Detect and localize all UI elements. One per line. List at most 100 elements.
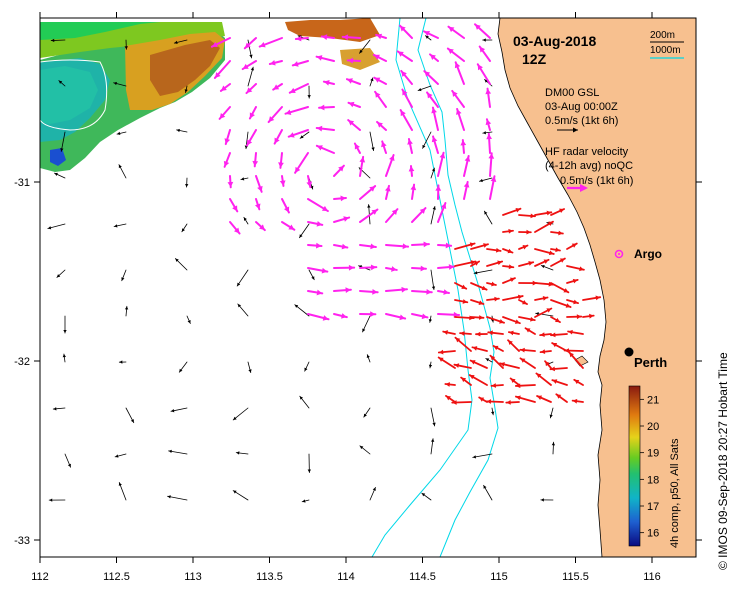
coastal-arrow xyxy=(582,295,602,301)
radar-arrow xyxy=(408,165,415,177)
coastal-arrow xyxy=(502,264,515,270)
radar-arrow xyxy=(381,140,387,154)
radar-arrow xyxy=(437,202,447,223)
coastal-arrow xyxy=(566,265,585,272)
radar-legend-scale: 0.5m/s (1kt 6h) xyxy=(560,175,633,187)
radar-arrow xyxy=(294,35,309,42)
model-arrow xyxy=(472,453,493,459)
radar-arrow xyxy=(287,129,309,138)
radar-arrow xyxy=(478,45,491,62)
radar-arrow xyxy=(431,106,439,131)
radar-arrow xyxy=(353,142,361,154)
coastal-arrow xyxy=(505,400,520,405)
coastal-arrow xyxy=(454,336,472,352)
model-arrow xyxy=(52,407,66,411)
model-arrow xyxy=(47,223,66,230)
radar-arrow xyxy=(488,152,495,177)
model-arrow xyxy=(304,361,310,372)
argo-marker xyxy=(614,249,624,259)
model-arrow xyxy=(430,167,436,179)
coastal-arrow xyxy=(534,258,550,267)
radar-arrow xyxy=(372,53,387,62)
radar-arrow xyxy=(306,175,313,189)
coastal-arrow xyxy=(454,282,468,290)
radar-arrow xyxy=(252,152,259,168)
radar-arrow xyxy=(218,106,231,120)
radar-arrow xyxy=(255,175,263,193)
radar-arrow xyxy=(307,242,323,249)
coastal-arrow xyxy=(568,351,584,369)
model-arrow xyxy=(362,315,371,333)
model-arrow xyxy=(247,39,253,59)
coastal-arrow xyxy=(486,296,500,302)
radar-arrow xyxy=(281,198,290,214)
coastal-arrow xyxy=(508,330,520,336)
y-tick-label: -32 xyxy=(14,356,30,368)
radar-arrow xyxy=(376,120,387,131)
x-tick-label: 115 xyxy=(490,571,508,583)
isobath-1000m xyxy=(371,18,473,557)
model-arrow xyxy=(118,360,127,364)
colorbar-tick-label: 21 xyxy=(647,394,659,406)
model-arrow xyxy=(235,451,249,455)
isobath-legend-1000m: 1000m xyxy=(650,45,681,56)
model-arrow xyxy=(299,395,310,409)
model-arrow xyxy=(237,303,249,317)
radar-arrow xyxy=(437,242,453,249)
radar-arrow xyxy=(272,83,283,91)
coastal-arrow xyxy=(454,242,476,250)
radar-arrow xyxy=(284,106,309,115)
y-tick-label: -31 xyxy=(14,177,30,189)
model-arrow xyxy=(359,445,371,455)
radar-arrow xyxy=(447,25,465,39)
radar-arrow xyxy=(385,286,408,293)
x-tick-label: 112.5 xyxy=(103,571,130,583)
model-arrow xyxy=(178,361,188,373)
coastal-arrow xyxy=(492,345,504,352)
coastal-arrow xyxy=(550,208,565,216)
coastal-arrow xyxy=(445,394,456,403)
coastal-arrow xyxy=(566,242,578,250)
model-arrow xyxy=(428,315,433,323)
model-arrow xyxy=(359,39,371,54)
colorbar-tick-label: 18 xyxy=(647,474,659,486)
radar-arrow xyxy=(400,69,413,85)
radar-arrow xyxy=(485,87,492,108)
radar-arrow xyxy=(359,185,377,200)
radar-arrow xyxy=(307,267,329,274)
coastal-arrow xyxy=(507,339,520,352)
radar-arrow xyxy=(411,207,427,223)
colorbar-tick-label: 17 xyxy=(647,501,659,513)
radar-arrow xyxy=(385,208,399,223)
radar-arrow xyxy=(307,289,324,296)
coastal-arrow xyxy=(489,354,504,369)
perth-label: Perth xyxy=(634,355,667,370)
model-arrow xyxy=(417,85,432,92)
model-arrow xyxy=(113,223,127,228)
coastal-arrow xyxy=(470,282,488,291)
coastal-arrow xyxy=(509,377,520,386)
map-date: 03-Aug-2018 xyxy=(513,33,596,49)
model-arrow xyxy=(173,39,188,44)
coastal-arrow xyxy=(514,383,536,389)
coastal-arrow xyxy=(486,260,504,267)
coastal-arrow xyxy=(550,299,572,308)
coastal-arrow xyxy=(485,399,504,404)
model-legend-name: DM00 GSL xyxy=(545,87,599,99)
model-arrow xyxy=(294,304,310,317)
model-arrow xyxy=(482,131,493,135)
model-arrow xyxy=(366,354,371,363)
radar-arrow xyxy=(346,57,361,64)
radar-arrow xyxy=(426,91,439,108)
coastal-arrow xyxy=(515,395,536,403)
radar-legend-title: HF radar velocity xyxy=(545,146,629,158)
coastal-arrow xyxy=(470,315,485,320)
radar-arrow xyxy=(437,264,456,270)
coastal-arrow xyxy=(534,296,549,301)
radar-arrow xyxy=(229,221,241,235)
model-arrow xyxy=(540,498,554,502)
model-arrow xyxy=(60,131,66,152)
model-arrow xyxy=(113,81,127,87)
model-arrow xyxy=(118,164,127,179)
